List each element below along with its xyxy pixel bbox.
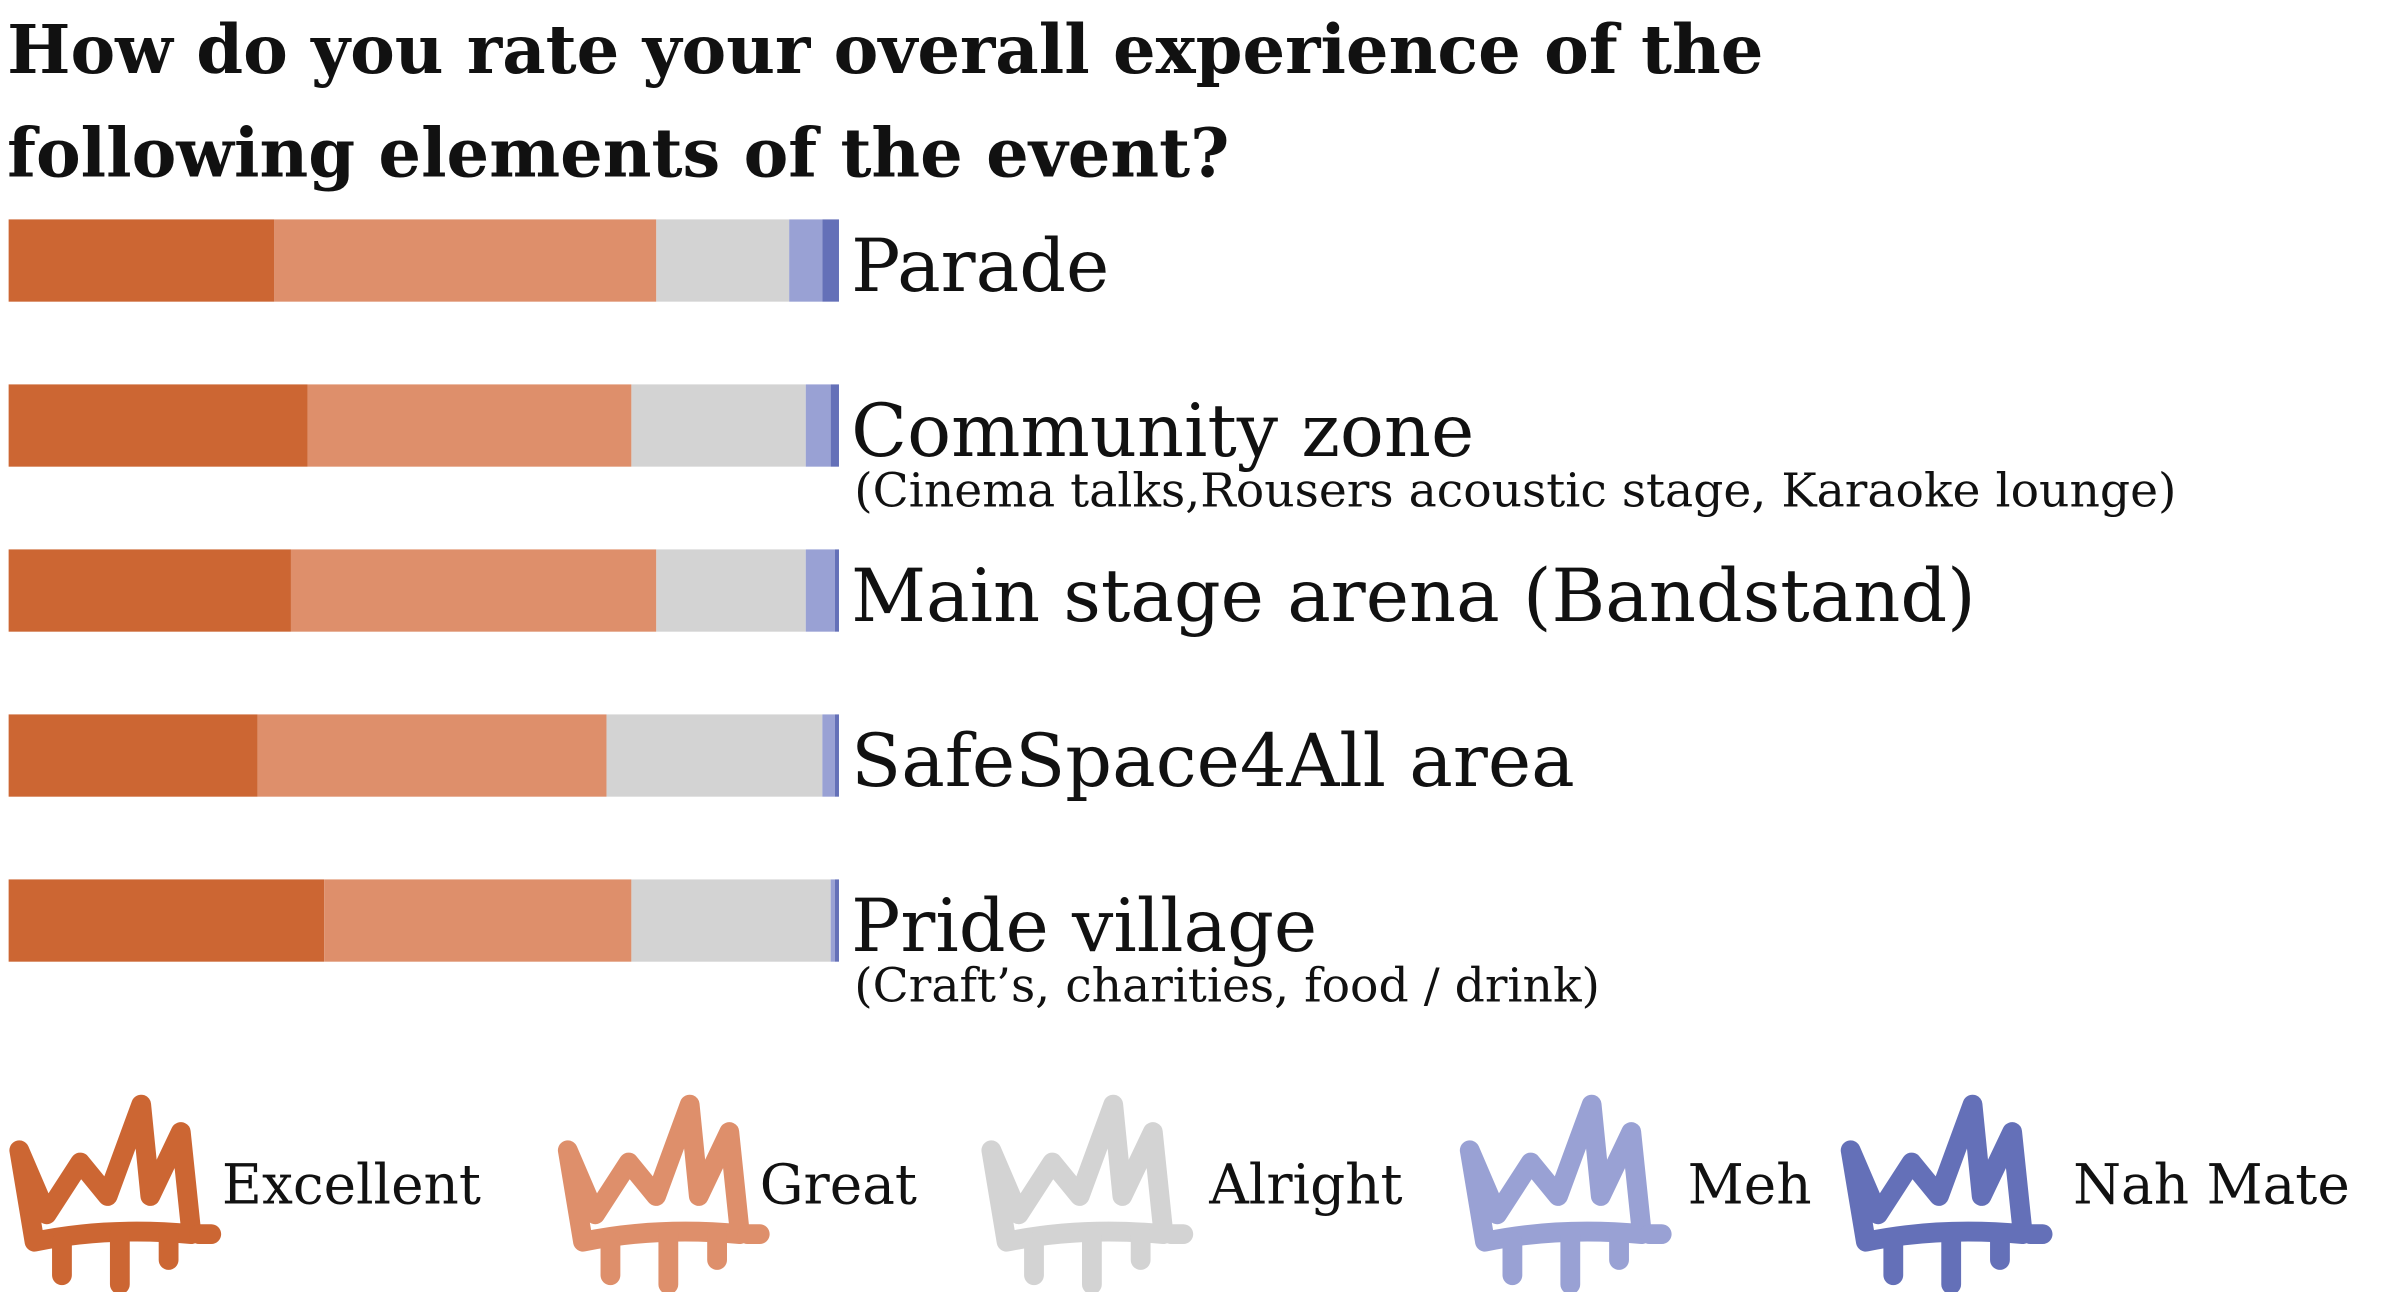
bar-segment: [830, 384, 839, 467]
bar-segment: [789, 219, 823, 302]
bar-segment: [8, 879, 325, 962]
bar-segment: [822, 714, 835, 797]
legend-label: Excellent: [222, 1153, 481, 1217]
legend-icon: [1459, 1094, 1672, 1292]
chart-title: How do you rate your overall experience …: [7, 12, 1764, 194]
legend-icon: [981, 1094, 1194, 1292]
bar-segment: [257, 714, 607, 797]
category-label: Parade: [851, 224, 1109, 309]
legend-icon: [1840, 1094, 2053, 1292]
bar-segment: [631, 879, 831, 962]
bar-segment: [656, 219, 790, 302]
bar-segment: [830, 879, 835, 962]
crown: [981, 1094, 1174, 1252]
legend-label: Alright: [1208, 1153, 1402, 1217]
bar-segment: [631, 384, 806, 467]
bar-segment: [290, 549, 657, 632]
bar-segment: [805, 384, 831, 467]
bar-segment: [606, 714, 823, 797]
bar-segment: [822, 219, 839, 302]
bar-segment: [834, 714, 839, 797]
crown: [1840, 1094, 2033, 1252]
category-label: Main stage arena (Bandstand): [851, 554, 1976, 639]
bar-segment: [656, 549, 806, 632]
crown: [9, 1094, 202, 1252]
crown-drips: [1502, 1224, 1672, 1292]
legend-icon: [557, 1094, 770, 1292]
bar-segment: [8, 384, 308, 467]
legend-label: Meh: [1688, 1153, 1812, 1217]
bar-segment: [8, 714, 258, 797]
bar-segment: [834, 879, 839, 962]
bar-segment: [274, 219, 657, 302]
category-label: SafeSpace4All area: [851, 719, 1575, 804]
legend-label: Great: [760, 1153, 917, 1217]
crown-drips: [52, 1224, 222, 1292]
legend-label: Nah Mate: [2073, 1153, 2350, 1217]
crown: [1459, 1094, 1652, 1252]
bar-segment: [324, 879, 632, 962]
legend-icon: [9, 1094, 222, 1292]
bar-segment: [8, 549, 291, 632]
category-label: Community zone: [851, 389, 1474, 474]
crown-drips: [1024, 1224, 1194, 1292]
bar-segment: [805, 549, 835, 632]
crown-drips: [600, 1224, 770, 1292]
category-subtitle: (Cinema talks,Rousers acoustic stage, Ka…: [854, 463, 2176, 518]
title-box: How do you rate your overall experience …: [7, 12, 1764, 194]
category-label: Pride village: [851, 884, 1317, 969]
category-subtitle: (Craft’s, charities, food / drink): [854, 958, 1600, 1013]
bar-segment: [834, 549, 839, 632]
crown: [557, 1094, 750, 1252]
bar-segment: [8, 219, 275, 302]
bar-segment: [307, 384, 632, 467]
crown-drips: [1883, 1224, 2053, 1292]
